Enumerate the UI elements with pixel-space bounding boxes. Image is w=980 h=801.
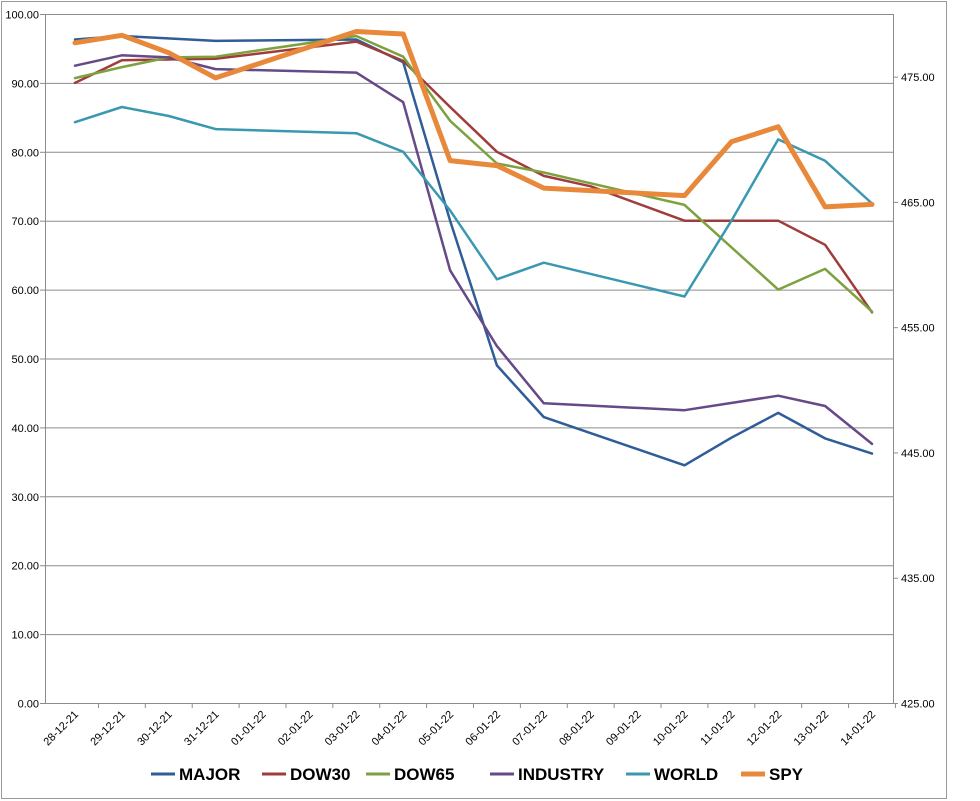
y-left-tick-label: 100.00 — [5, 10, 39, 22]
y-left-tick-label: 90.00 — [11, 78, 39, 90]
gridlines — [45, 14, 893, 636]
series-line-dow30 — [73, 40, 874, 314]
series-line-world — [73, 105, 874, 298]
legend-label-dow65: DOW65 — [394, 765, 454, 784]
y-left-tick-label: 0.00 — [18, 699, 39, 711]
y-right-tick-label: 455.00 — [901, 323, 935, 335]
y-right-tick-label: 465.00 — [901, 197, 935, 209]
series-lines — [72, 29, 875, 467]
chart-outer-border — [1, 1, 947, 799]
legend-label-major: MAJOR — [179, 765, 240, 784]
y-left-tick-label: 80.00 — [11, 147, 39, 159]
y-right-tick-label: 435.00 — [901, 573, 935, 585]
legend: MAJOR DOW30 DOW65 INDUSTRY WORLD SPY — [151, 765, 804, 784]
series-line-major — [73, 34, 874, 467]
legend-label-dow30: DOW30 — [290, 765, 350, 784]
y-left-tick-label: 10.00 — [11, 630, 39, 642]
legend-label-spy: SPY — [769, 765, 804, 784]
y-left-tick-label: 50.00 — [11, 354, 39, 366]
y-right-tick-label: 445.00 — [901, 448, 935, 460]
legend-label-industry: INDUSTRY — [518, 765, 605, 784]
legend-label-world: WORLD — [654, 765, 718, 784]
y-left-tick-label: 60.00 — [11, 285, 39, 297]
series-line-industry — [73, 54, 874, 446]
y-right-tick-label: 475.00 — [901, 72, 935, 84]
series-line-spy — [72, 29, 875, 210]
y-left-tick-label: 30.00 — [11, 492, 39, 504]
y-left-tick-label: 20.00 — [11, 561, 39, 573]
y-left-tick-label: 70.00 — [11, 216, 39, 228]
y-left-tick-label: 40.00 — [11, 423, 39, 435]
y-right-tick-label: 425.00 — [901, 699, 935, 711]
